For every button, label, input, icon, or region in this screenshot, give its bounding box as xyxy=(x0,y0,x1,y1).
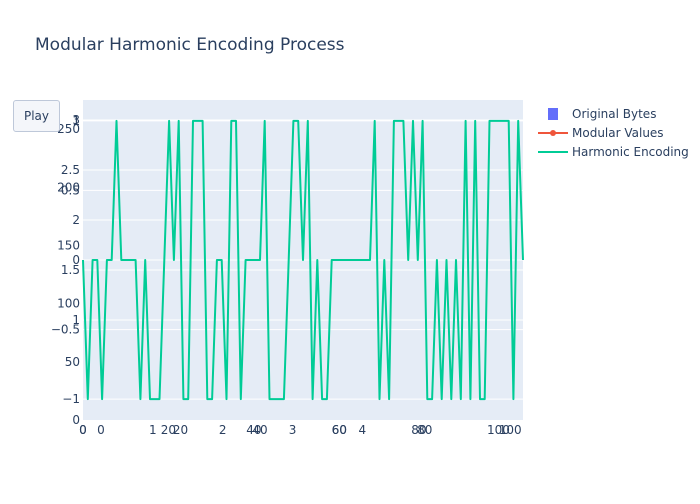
tick-label-y1: 150 xyxy=(57,238,80,252)
tick-label-x2: 3 xyxy=(289,423,297,437)
tick-label-x3: 0 xyxy=(97,423,105,437)
tick-label-y1: 0 xyxy=(72,413,80,427)
legend: Original Bytes Modular Values Harmonic E… xyxy=(538,107,689,159)
tick-label-y1: 50 xyxy=(65,355,80,369)
tick-label-y2: 2.5 xyxy=(61,163,80,177)
tick-label-y1: 100 xyxy=(57,297,80,311)
tick-label-y3: 0 xyxy=(72,253,80,267)
legend-marker-modular-values xyxy=(550,130,556,136)
tick-label-y1: 200 xyxy=(57,180,80,194)
tick-label-x3: 40 xyxy=(252,423,267,437)
tick-label-y1: 250 xyxy=(57,122,80,136)
legend-label-original-bytes: Original Bytes xyxy=(572,107,656,121)
tick-label-x1: 40 xyxy=(246,423,261,437)
tick-label-x2: 0 xyxy=(79,423,87,437)
tick-label-x3: 60 xyxy=(332,423,347,437)
tick-label-x3: 100 xyxy=(487,423,510,437)
series-line-harmonic-encoding xyxy=(82,119,524,401)
tick-label-x1: 100 xyxy=(499,423,522,437)
tick-label-y3: −0.5 xyxy=(51,323,80,337)
tick-label-y3: 1 xyxy=(72,114,80,128)
tick-label-x1: 80 xyxy=(417,423,432,437)
chart-title: Modular Harmonic Encoding Process xyxy=(35,35,345,55)
tick-label-x3: 80 xyxy=(411,423,426,437)
tick-label-x1: 0 xyxy=(79,423,87,437)
tick-label-y3: 0.5 xyxy=(61,183,80,197)
tick-label-y2: 2 xyxy=(72,213,80,227)
tick-label-y2: 3 xyxy=(72,113,80,127)
legend-symbol-original-bytes xyxy=(548,108,558,120)
tick-label-x2: 2 xyxy=(219,423,227,437)
tick-label-y3: −1 xyxy=(62,392,80,406)
tick-label-y2: 1.5 xyxy=(61,263,80,277)
tick-label-x3: 20 xyxy=(173,423,188,437)
play-button[interactable]: Play xyxy=(13,100,60,132)
legend-label-harmonic-encoding: Harmonic Encoding xyxy=(572,145,689,159)
series-layer xyxy=(82,119,524,401)
legend-label-modular-values: Modular Values xyxy=(572,126,664,140)
tick-label-x2: 1 xyxy=(149,423,157,437)
tick-label-x1: 60 xyxy=(332,423,347,437)
tick-label-x2: 4 xyxy=(359,423,367,437)
tick-label-x1: 20 xyxy=(161,423,176,437)
tick-label-y2: 1 xyxy=(72,313,80,327)
